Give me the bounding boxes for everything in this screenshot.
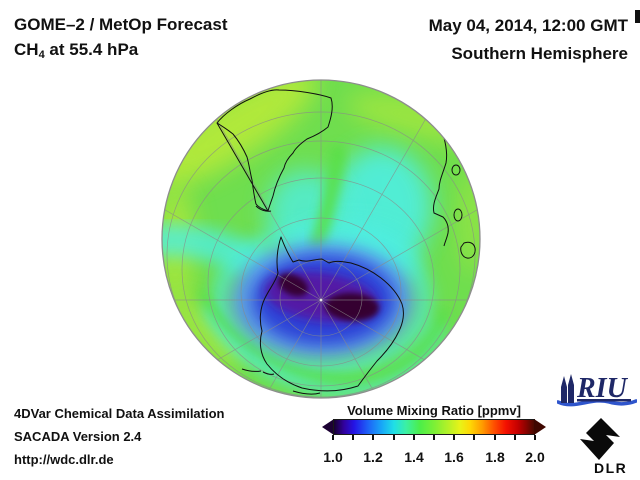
coastline-madagascar (460, 241, 476, 259)
colorbar-bar (322, 419, 546, 435)
colorbar-tick-label: 1.6 (444, 449, 464, 465)
corner-artifact (635, 10, 640, 23)
riu-logo: RIU (557, 373, 637, 407)
colorbar-title: Volume Mixing Ratio [ppmv] (347, 403, 521, 418)
coastline-south-america (216, 89, 333, 212)
coastline-antarctica (259, 236, 404, 392)
species-symbol: CH (14, 40, 39, 59)
colorbar-tick (332, 435, 334, 440)
coastline-africa-lake-north (451, 164, 461, 176)
header-left: GOME–2 / MetOp Forecast CH4 at 55.4 hPa (14, 12, 228, 68)
colorbar-tick-label: 1.4 (404, 449, 424, 465)
credit-line-url: http://wdc.dlr.de (14, 452, 114, 467)
colorbar-tick-labels: 1.0 1.2 1.4 1.6 1.8 2.0 (322, 449, 546, 465)
pressure-level-label: at 55.4 hPa (44, 40, 139, 59)
datetime-label: May 04, 2014, 12:00 GMT (428, 16, 628, 35)
riu-cathedral-icon (561, 374, 574, 403)
colorbar-overflow-arrow (534, 419, 546, 435)
globe-limb (161, 79, 481, 399)
riu-text: RIU (576, 373, 629, 404)
field-green-tongue (309, 144, 346, 252)
colorbar-tick (352, 435, 355, 440)
coastline-africa-lake-south (453, 208, 463, 222)
riu-underline (577, 399, 631, 402)
graticule (162, 80, 480, 398)
coastline-africa (433, 127, 449, 247)
credit-line-assimilation: 4DVar Chemical Data Assimilation (14, 406, 225, 421)
colorbar-tick-label: 1.8 (485, 449, 505, 465)
hemisphere-label: Southern Hemisphere (451, 44, 628, 63)
colorbar-tick (392, 435, 395, 440)
field-yellow-tint-upperleft (162, 80, 317, 188)
dlr-logo: DLR (580, 418, 627, 476)
field-yellow-tint-right (459, 165, 480, 275)
dlr-text: DLR (594, 460, 627, 476)
riu-wave (557, 399, 637, 407)
colorbar-tick-label: 2.0 (525, 449, 545, 465)
colorbar-tick (372, 435, 375, 440)
colorbar-tick (412, 435, 415, 440)
coastline-tierra-del-fuego (255, 205, 272, 212)
colorbar-gradient (333, 419, 535, 435)
colorbar-tick (453, 435, 456, 440)
colorbar-tick (493, 435, 496, 440)
colorbar-tick (513, 435, 516, 440)
pole-point (319, 298, 323, 302)
colorbar-ticks (322, 435, 546, 441)
species-subscript: 4 (38, 49, 45, 61)
credit-line-version: SACADA Version 2.4 (14, 429, 142, 444)
coastline-new-zealand (241, 368, 275, 375)
dlr-emblem (580, 418, 620, 460)
coastlines (216, 89, 476, 395)
meridians (162, 80, 480, 398)
colorbar-tick-label: 1.0 (323, 449, 343, 465)
field-yellow-tint-lowerleft (164, 295, 248, 369)
colorbar: Volume Mixing Ratio [ppmv] 1.0 1.2 1.4 1… (322, 403, 546, 465)
colorbar-tick (473, 435, 476, 440)
colorbar-tick (433, 435, 435, 440)
credits: 4DVar Chemical Data Assimilation SACADA … (14, 402, 225, 471)
colorbar-tick (534, 435, 536, 440)
coastline-antarctica-far-side (292, 390, 321, 395)
colorbar-tick-label: 1.2 (363, 449, 383, 465)
species-level-title: CH4 at 55.4 hPa (14, 37, 228, 68)
field-green-arc (199, 290, 449, 384)
product-title: GOME–2 / MetOp Forecast (14, 15, 228, 34)
header-right: May 04, 2014, 12:00 GMT Southern Hemisph… (429, 12, 628, 68)
